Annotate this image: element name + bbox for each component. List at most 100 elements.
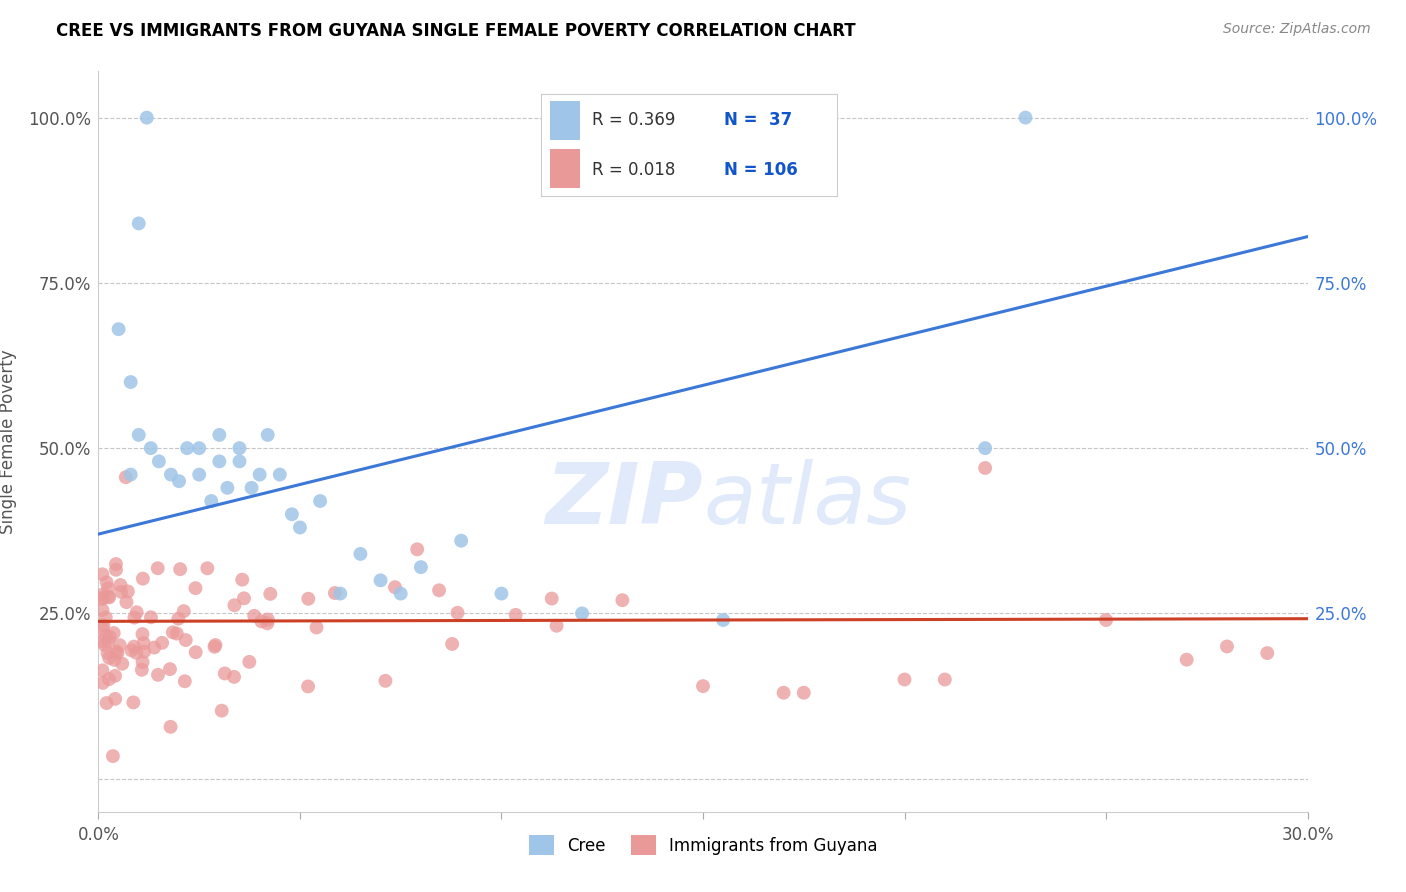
Point [125, 605, 148, 619]
Point [167, 474, 190, 488]
Point [139, 441, 162, 455]
Point [1216, 640, 1239, 654]
Text: R = 0.369: R = 0.369 [592, 112, 675, 129]
Point [91, 676, 114, 690]
Point [446, 606, 468, 620]
Point [93, 618, 115, 632]
Point [208, 454, 231, 468]
Point [115, 595, 138, 609]
Point [450, 533, 472, 548]
Point [259, 587, 281, 601]
Point [222, 670, 245, 684]
Point [97, 581, 120, 595]
Point [91, 664, 114, 678]
Point [297, 591, 319, 606]
Bar [550, 101, 579, 140]
Point [96, 575, 118, 590]
Point [211, 704, 233, 718]
Point [104, 563, 127, 577]
Point [108, 638, 131, 652]
Point [174, 633, 197, 648]
Point [91, 634, 114, 648]
Point [269, 467, 291, 482]
Point [1175, 653, 1198, 667]
Point [384, 580, 406, 594]
Text: R = 0.018: R = 0.018 [592, 161, 675, 178]
Point [370, 574, 392, 588]
Point [374, 673, 396, 688]
Point [195, 561, 218, 575]
Text: Source: ZipAtlas.com: Source: ZipAtlas.com [1223, 22, 1371, 37]
Point [111, 657, 134, 671]
Point [114, 470, 136, 484]
Point [143, 640, 166, 655]
Point [121, 643, 143, 657]
Point [233, 591, 256, 606]
Point [323, 586, 346, 600]
Point [94, 629, 117, 643]
Text: N = 106: N = 106 [724, 161, 799, 178]
Legend: Cree, Immigrants from Guyana: Cree, Immigrants from Guyana [529, 835, 877, 855]
Point [125, 646, 148, 660]
Point [228, 454, 250, 468]
Point [132, 572, 155, 586]
Point [184, 645, 207, 659]
Point [139, 610, 162, 624]
Point [204, 638, 226, 652]
Point [120, 375, 142, 389]
Text: CREE VS IMMIGRANTS FROM GUYANA SINGLE FEMALE POVERTY CORRELATION CHART: CREE VS IMMIGRANTS FROM GUYANA SINGLE FE… [56, 22, 856, 40]
Point [97, 590, 120, 604]
Point [1014, 111, 1036, 125]
Point [128, 216, 150, 230]
Point [228, 441, 250, 455]
Point [91, 588, 114, 602]
Point [612, 593, 634, 607]
Point [288, 520, 311, 534]
Point [1256, 646, 1278, 660]
Text: N =  37: N = 37 [724, 112, 793, 129]
Point [159, 720, 181, 734]
Point [250, 615, 273, 629]
Point [160, 467, 183, 482]
Point [131, 655, 153, 669]
Point [148, 454, 170, 468]
Point [167, 612, 190, 626]
Point [146, 561, 169, 575]
Point [224, 599, 246, 613]
Point [96, 696, 118, 710]
Point [297, 680, 319, 694]
Point [256, 428, 278, 442]
Point [131, 627, 153, 641]
Point [98, 630, 121, 644]
Point [505, 607, 527, 622]
Point [441, 637, 464, 651]
Point [122, 695, 145, 709]
Point [217, 481, 239, 495]
Point [128, 428, 150, 442]
Y-axis label: Single Female Poverty: Single Female Poverty [0, 350, 17, 533]
Point [249, 467, 271, 482]
Point [309, 494, 332, 508]
Point [103, 653, 125, 667]
Point [406, 542, 429, 557]
Point [238, 655, 260, 669]
Point [349, 547, 371, 561]
Point [409, 560, 432, 574]
Point [91, 567, 114, 582]
Point [571, 607, 593, 621]
Point [120, 467, 142, 482]
Point [104, 669, 127, 683]
Text: atlas: atlas [703, 459, 911, 542]
Point [135, 111, 157, 125]
Bar [550, 149, 579, 188]
Point [110, 585, 132, 599]
Point [546, 619, 568, 633]
Point [231, 573, 253, 587]
Point [204, 640, 226, 654]
Point [243, 608, 266, 623]
Point [131, 663, 153, 677]
Point [91, 591, 114, 605]
Point [96, 646, 118, 660]
Point [540, 591, 562, 606]
Point [893, 673, 915, 687]
